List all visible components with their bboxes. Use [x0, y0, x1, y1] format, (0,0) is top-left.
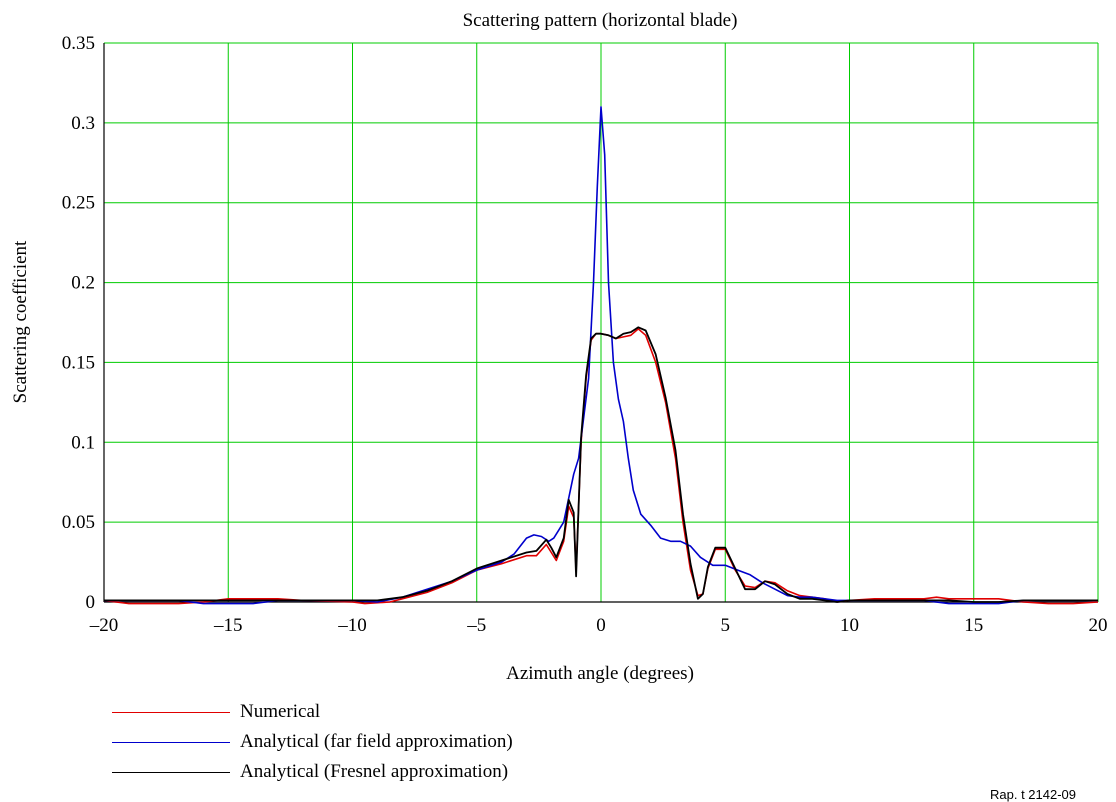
chart-title: Scattering pattern (horizontal blade)	[463, 10, 738, 31]
legend-label-numerical: Numerical	[240, 701, 321, 722]
x-tick-label: 15	[964, 615, 983, 636]
legend-label-fresnel: Analytical (Fresnel approximation)	[240, 761, 509, 782]
series-fresnel	[104, 326, 1098, 603]
legend-swatch-numerical	[112, 712, 230, 713]
y-axis-label: Scattering coefficient	[10, 240, 31, 403]
x-tick-label: –10	[337, 615, 367, 636]
figure-reference: Rap. t 2142-09	[990, 787, 1077, 802]
y-tick-label: 0.05	[62, 512, 95, 533]
x-tick-label: –15	[213, 615, 243, 636]
x-tick-label: –20	[89, 615, 119, 636]
y-tick-label: 0.25	[62, 193, 95, 214]
chart: Scattering pattern (horizontal blade) Sc…	[10, 10, 1108, 684]
legend-swatch-fresnel	[112, 772, 230, 773]
x-axis-label: Azimuth angle (degrees)	[506, 663, 694, 684]
y-tick-label: 0.1	[71, 432, 95, 453]
legend-label-far-field: Analytical (far field approximation)	[240, 731, 513, 752]
x-tick-label: –5	[466, 615, 486, 636]
tick-labels: –20 –15 –10 –5 0 5 10 15 20 0 0.05 0.1 0.15 0.2 0.25 0.…	[62, 33, 1108, 636]
x-tick-label: 20	[1089, 615, 1108, 636]
y-tick-label: 0.3	[71, 113, 95, 134]
legend-swatch-far-field	[112, 742, 230, 743]
x-tick-label: 10	[840, 615, 859, 636]
x-tick-label: 0	[596, 615, 606, 636]
y-tick-label: 0	[86, 592, 96, 613]
grid	[103, 42, 1099, 603]
series-far-field	[104, 106, 1098, 605]
series-lines	[103, 106, 1099, 605]
y-tick-label: 0.35	[62, 33, 95, 54]
y-tick-label: 0.2	[71, 273, 95, 294]
y-tick-label: 0.15	[62, 352, 95, 373]
x-tick-label: 5	[721, 615, 731, 636]
